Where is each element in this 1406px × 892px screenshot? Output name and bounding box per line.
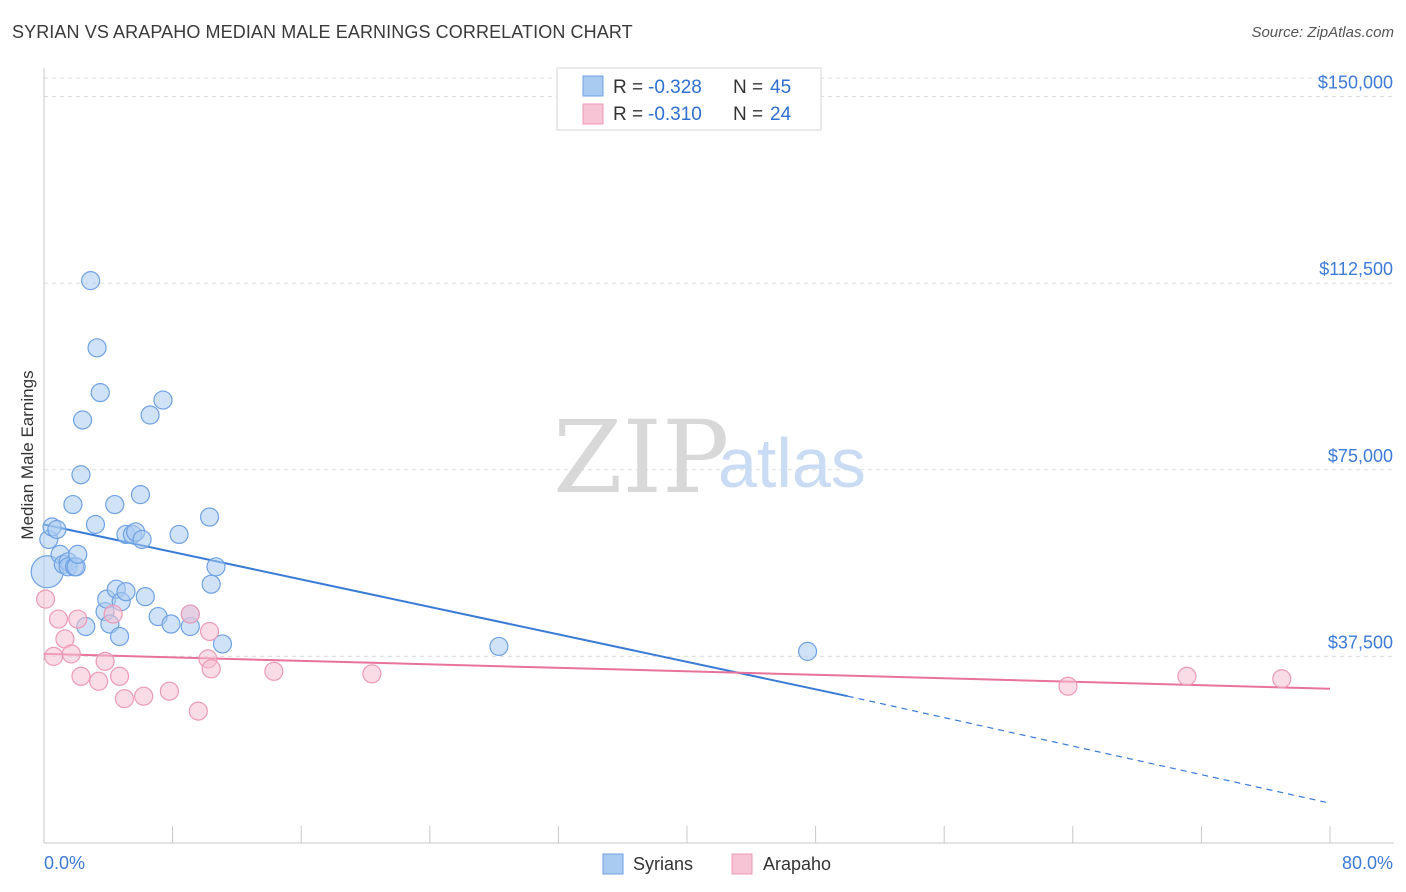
- point-syrians: [109, 626, 130, 647]
- tick-labels: $37,500 $75,000 $112,500 $150,000 0.0% 80.0%: [44, 73, 1393, 874]
- point-arapaho: [199, 621, 220, 642]
- point-arapaho: [362, 664, 382, 684]
- legend-n-value-arapaho: 24: [770, 104, 792, 125]
- legend-r-label-arapaho: R =: [613, 104, 643, 125]
- point-syrians: [797, 641, 818, 661]
- watermark-zip: ZIP: [553, 399, 729, 516]
- bottom-legend-label-syrians: Syrians: [633, 854, 693, 874]
- point-arapaho: [61, 644, 81, 664]
- x-tick-label-min: 0.0%: [44, 853, 85, 873]
- point-arapaho: [95, 651, 115, 671]
- point-syrians: [72, 410, 93, 430]
- point-syrians: [135, 587, 155, 607]
- point-syrians: [116, 582, 136, 602]
- point-syrians: [489, 636, 509, 657]
- point-arapaho: [68, 609, 88, 629]
- point-syrians: [169, 524, 189, 545]
- point-arapaho: [114, 689, 134, 709]
- point-syrians: [212, 634, 233, 654]
- legend-swatch-syrians: [582, 75, 604, 97]
- point-arapaho: [180, 604, 200, 624]
- trend-line-syrians: [43, 523, 848, 698]
- point-syrians: [90, 383, 110, 403]
- watermark-atlas: atlas: [718, 424, 866, 502]
- point-syrians: [81, 271, 101, 291]
- axes: [43, 68, 1394, 844]
- point-syrians: [201, 574, 221, 594]
- watermark: ZIP atlas: [553, 399, 866, 516]
- series-legend: Syrians Arapaho: [602, 853, 831, 875]
- point-syrians: [85, 514, 106, 535]
- point-arapaho: [1177, 666, 1197, 686]
- y-tick-label: $112,500: [1319, 259, 1393, 279]
- legend-n-value-syrians: 45: [770, 77, 791, 98]
- bottom-legend-swatch-arapaho: [731, 853, 753, 875]
- point-arapaho: [103, 604, 123, 624]
- y-tick-label: $75,000: [1328, 446, 1393, 466]
- correlation-legend: R = -0.328 N = 45 R = -0.310 N = 24: [556, 67, 822, 131]
- point-syrians: [105, 494, 125, 515]
- point-syrians: [161, 614, 181, 634]
- point-syrians: [140, 405, 160, 425]
- point-syrians: [47, 519, 67, 540]
- point-syrians: [206, 557, 226, 577]
- data-points: [30, 271, 1292, 721]
- point-syrians: [87, 338, 107, 358]
- point-arapaho: [1058, 676, 1078, 696]
- point-syrians: [63, 494, 83, 515]
- point-arapaho: [48, 609, 69, 629]
- point-arapaho: [188, 701, 208, 721]
- point-arapaho: [159, 681, 179, 701]
- point-syrians: [153, 390, 173, 410]
- point-syrians: [130, 485, 151, 505]
- chart-title: SYRIAN VS ARAPAHO MEDIAN MALE EARNINGS C…: [12, 22, 633, 42]
- point-arapaho: [36, 589, 56, 609]
- trend-lines: [43, 523, 1331, 804]
- point-arapaho: [264, 661, 284, 681]
- gridlines: [44, 77, 1394, 657]
- legend-r-label-syrians: R =: [613, 77, 643, 98]
- y-tick-label: $37,500: [1328, 632, 1393, 652]
- point-syrians: [71, 465, 91, 485]
- point-arapaho: [134, 686, 154, 706]
- trend-line-arapaho: [43, 652, 1331, 690]
- point-arapaho: [109, 666, 130, 686]
- legend-r-value-arapaho: -0.310: [648, 104, 702, 125]
- y-tick-label: $150,000: [1318, 73, 1393, 93]
- legend-r-value-syrians: -0.328: [648, 77, 702, 98]
- legend-n-label-syrians: N =: [733, 77, 763, 98]
- point-syrians: [199, 507, 220, 527]
- trend-line-syrians-extension: [847, 695, 1331, 804]
- point-arapaho: [1272, 669, 1292, 689]
- point-arapaho: [201, 659, 221, 679]
- bottom-legend-swatch-syrians: [602, 853, 624, 875]
- point-arapaho: [44, 646, 64, 666]
- point-syrians: [132, 529, 152, 550]
- source-label: Source: ZipAtlas.com: [1251, 24, 1394, 41]
- point-arapaho: [71, 666, 91, 686]
- point-arapaho: [89, 671, 109, 691]
- point-syrians: [68, 544, 88, 564]
- legend-swatch-arapaho: [582, 103, 604, 125]
- x-tick-label-max: 80.0%: [1342, 853, 1393, 873]
- legend-n-label-arapaho: N =: [733, 104, 763, 125]
- bottom-legend-label-arapaho: Arapaho: [763, 854, 831, 874]
